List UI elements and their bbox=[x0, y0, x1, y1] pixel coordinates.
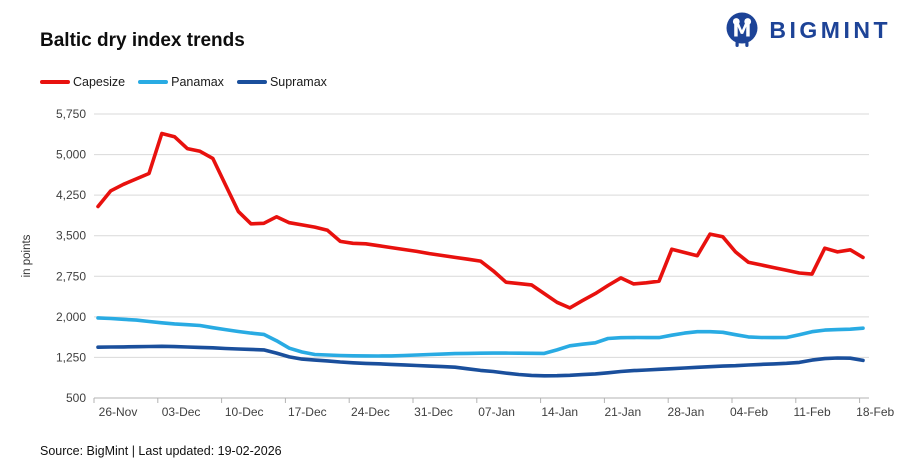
source-note: Source: BigMint | Last updated: 19-02-20… bbox=[40, 444, 282, 458]
chart-title: Baltic dry index trends bbox=[40, 30, 245, 51]
series-line-capesize bbox=[96, 131, 865, 310]
y-tick-label: 3,500 bbox=[56, 229, 86, 243]
x-tick-label: 17-Dec bbox=[288, 405, 327, 419]
legend-label-supramax: Supramax bbox=[269, 75, 327, 89]
legend-label-panamax: Panamax bbox=[171, 75, 224, 89]
x-tick-label: 11-Feb bbox=[794, 405, 831, 419]
y-tick-label: 5,000 bbox=[56, 148, 86, 162]
x-tick-label: 04-Feb bbox=[730, 405, 768, 419]
legend-item-panamax: Panamax bbox=[138, 75, 224, 89]
y-tick-label: 5,750 bbox=[56, 107, 86, 121]
x-tick-label: 24-Dec bbox=[351, 405, 390, 419]
legend-swatch-capesize bbox=[40, 80, 70, 84]
x-tick-label: 14-Jan bbox=[541, 405, 578, 419]
bigmint-logo-icon: M bbox=[726, 12, 758, 47]
x-tick-label: 07-Jan bbox=[478, 405, 515, 419]
legend-label-capesize: Capesize bbox=[73, 75, 126, 89]
legend-item-capesize: Capesize bbox=[40, 75, 125, 89]
chart-legend: Capesize Panamax Supramax bbox=[40, 75, 327, 89]
x-tick-label: 03-Dec bbox=[162, 405, 201, 419]
svg-text:M: M bbox=[733, 20, 752, 42]
x-tick-label: 31-Dec bbox=[414, 405, 453, 419]
legend-item-supramax: Supramax bbox=[236, 75, 327, 89]
y-tick-label: 1,250 bbox=[56, 350, 86, 364]
x-tick-label: 21-Jan bbox=[604, 405, 641, 419]
x-tick-label: 26-Nov bbox=[99, 405, 138, 419]
bigmint-logo: M BIGMINT bbox=[722, 9, 891, 51]
line-chart: in points 5,750 5,000 4,250 3,500 2,750 2,000… bbox=[21, 107, 895, 419]
y-tick-label: 500 bbox=[66, 391, 86, 405]
series-line-panamax bbox=[96, 316, 865, 358]
y-tick-label: 2,750 bbox=[56, 269, 86, 283]
legend-swatch-supramax bbox=[236, 80, 267, 84]
x-tick-label: 18-Feb bbox=[856, 405, 894, 419]
y-tick-label: 4,250 bbox=[56, 188, 86, 202]
y-tick-label: 2,000 bbox=[56, 310, 86, 324]
y-axis-title: in points bbox=[21, 234, 33, 277]
bigmint-logo-text: BIGMINT bbox=[769, 16, 891, 43]
legend-swatch-panamax bbox=[138, 80, 169, 84]
series-line-supramax bbox=[96, 344, 865, 378]
x-tick-label: 10-Dec bbox=[225, 405, 264, 419]
x-tick-label: 28-Jan bbox=[668, 405, 705, 419]
